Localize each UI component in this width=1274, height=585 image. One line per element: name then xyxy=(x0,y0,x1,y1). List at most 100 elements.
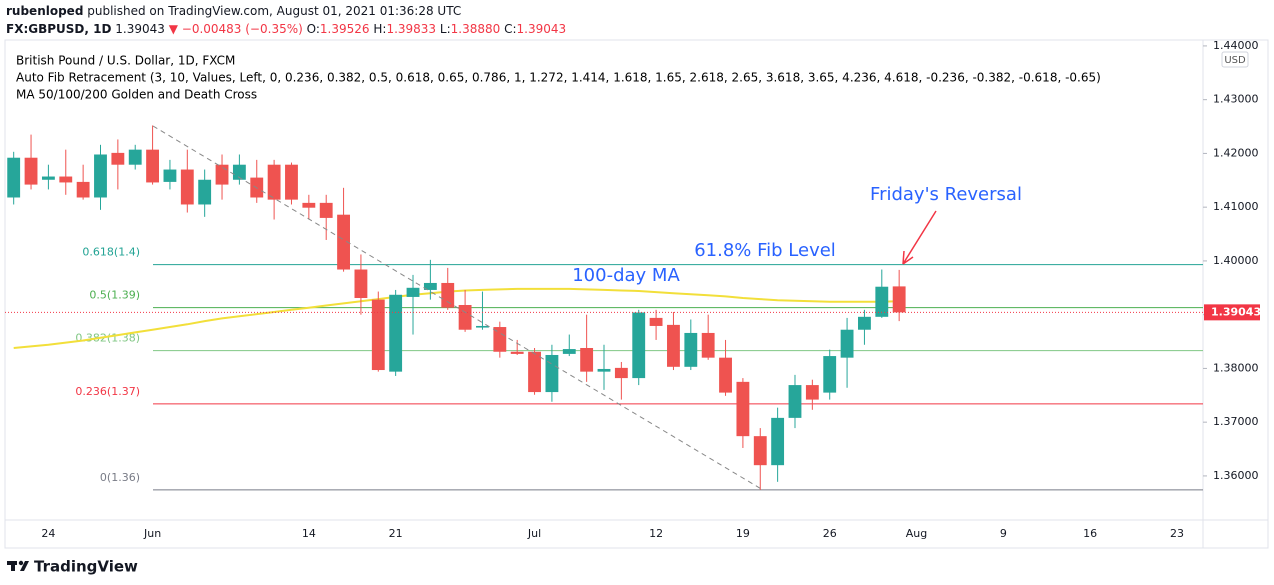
candle-body xyxy=(771,417,785,466)
x-tick-label: 19 xyxy=(736,527,750,540)
candle-body xyxy=(892,286,906,313)
logo xyxy=(7,560,29,571)
fib-label: 0.5(1.39) xyxy=(89,289,140,302)
candle-body xyxy=(701,332,715,358)
quote-line: FX:GBPUSD, 1D 1.39043 ▼ −0.00483 (−0.35%… xyxy=(6,22,566,36)
candle-body xyxy=(232,164,246,180)
y-tick-label: 1.44000 xyxy=(1213,39,1259,52)
x-tick-label: 9 xyxy=(1000,527,1007,540)
arrow xyxy=(902,210,937,265)
moving-average xyxy=(13,287,900,349)
candle-body xyxy=(319,202,333,218)
candle-body xyxy=(545,354,559,393)
x-tick-label: 16 xyxy=(1083,527,1097,540)
candle-body xyxy=(736,381,750,437)
y-tick-label: 1.41000 xyxy=(1213,200,1259,213)
candle-body xyxy=(7,157,21,198)
candle-body xyxy=(180,169,194,205)
x-tick-label: 14 xyxy=(302,527,316,540)
x-tick-label: Jun xyxy=(143,527,161,540)
x-tick-label: Jul xyxy=(527,527,541,540)
published: published on TradingView.com, August 01,… xyxy=(87,4,462,18)
candle-body xyxy=(441,282,455,308)
legend-line: Auto Fib Retracement (3, 10, Values, Lef… xyxy=(16,71,1101,85)
candle-body xyxy=(719,357,732,393)
ohlc-value: 1.38880 xyxy=(450,22,501,36)
candle-body xyxy=(94,154,107,198)
candle-body xyxy=(493,327,507,352)
annotation: Friday's Reversal xyxy=(870,184,1022,205)
candle-body xyxy=(59,176,73,183)
plot: 1.360001.370001.380001.390001.400001.410… xyxy=(5,39,1261,540)
last-price-box xyxy=(1204,304,1260,321)
candle-body xyxy=(354,269,368,299)
y-tick-label: 1.38000 xyxy=(1213,361,1259,374)
candle-body xyxy=(649,317,663,326)
brand: TradingView xyxy=(34,558,138,576)
candle-body xyxy=(267,164,281,200)
candle-body xyxy=(632,312,646,379)
currency-box xyxy=(1221,51,1249,68)
legend-line: British Pound / U.S. Dollar, 1D, FXCM xyxy=(16,54,235,68)
x-tick-label: 26 xyxy=(823,527,837,540)
x-tick-label: 24 xyxy=(41,527,55,540)
candle-body xyxy=(24,157,38,185)
candle-body xyxy=(614,367,628,379)
symbol: FX:GBPUSD, 1D xyxy=(6,22,112,36)
candle-body xyxy=(823,356,837,393)
candle-body xyxy=(41,176,55,180)
candle-body xyxy=(858,316,871,330)
ohlc-label: O: xyxy=(306,22,320,36)
currency: USD xyxy=(1224,55,1246,66)
candle-body xyxy=(128,149,142,165)
x-tick-label: 21 xyxy=(389,527,403,540)
candle-body xyxy=(562,349,576,354)
ohlc-value: 1.39833 xyxy=(386,22,437,36)
frame xyxy=(4,39,1269,549)
candle-body xyxy=(337,214,350,270)
candle-body xyxy=(875,286,889,317)
x-tick-label: Aug xyxy=(906,527,927,540)
y-tick-label: 1.43000 xyxy=(1213,93,1259,106)
candle-body xyxy=(163,169,177,182)
candle-body xyxy=(667,324,680,367)
ohlc-label: C: xyxy=(504,22,517,36)
change: ▼ −0.00483 (−0.35%) xyxy=(168,22,303,36)
candle-body xyxy=(285,164,298,200)
fib-label: 0.618(1.4) xyxy=(82,246,140,259)
candle-body xyxy=(684,332,698,367)
candle-body xyxy=(597,368,611,372)
y-tick-label: 1.36000 xyxy=(1213,469,1259,482)
annotation: 100-day MA xyxy=(572,265,680,286)
candle-body xyxy=(510,351,524,354)
ohlc-value: 1.39526 xyxy=(319,22,370,36)
candle-body xyxy=(215,164,229,185)
y-tick-label: 1.42000 xyxy=(1213,146,1259,159)
candle-body xyxy=(580,347,594,372)
candle-body xyxy=(146,149,160,183)
candle-body xyxy=(198,179,212,205)
y-tick-label: 1.40000 xyxy=(1213,254,1259,267)
candle-body xyxy=(753,436,767,466)
ohlc: O:1.39526 H:1.39833 L:1.38880 C:1.39043 xyxy=(307,22,567,36)
candle-body xyxy=(371,299,385,371)
ohlc-label: L: xyxy=(439,22,451,36)
candle-body xyxy=(389,294,403,372)
last-price-label: 1.39043 xyxy=(1211,305,1261,318)
candle-body xyxy=(805,385,819,400)
candle-body xyxy=(840,329,854,358)
ohlc-value: 1.39043 xyxy=(516,22,567,36)
candle-body xyxy=(302,202,316,208)
legend-line: MA 50/100/200 Golden and Death Cross xyxy=(16,88,257,102)
candle-body xyxy=(76,181,90,198)
candle-body xyxy=(458,304,472,330)
trend-line xyxy=(152,125,764,491)
candle-body xyxy=(406,287,420,297)
candle-body xyxy=(476,325,489,328)
publisher: rubenloped xyxy=(6,4,84,18)
candle-body xyxy=(788,385,802,418)
annotation: 61.8% Fib Level xyxy=(694,240,836,261)
fib-label: 0(1.36) xyxy=(100,471,140,484)
